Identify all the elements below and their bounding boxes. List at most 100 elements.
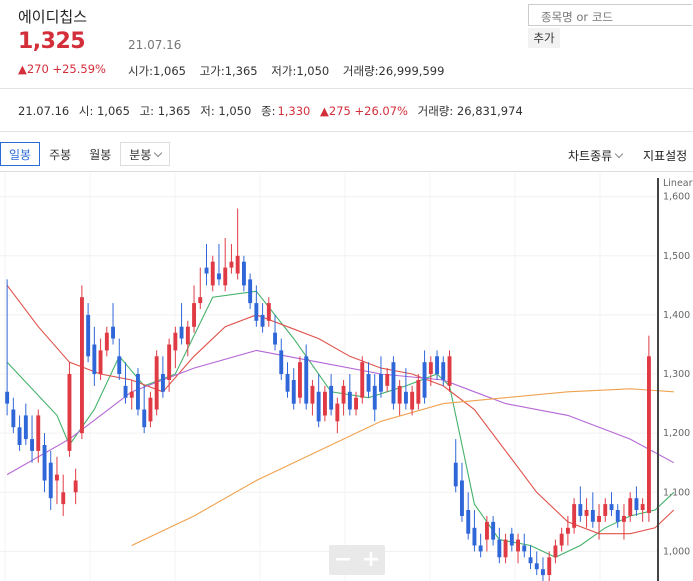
tab-minute[interactable]: 분봉 xyxy=(120,142,171,166)
candle xyxy=(522,533,527,558)
candle-body xyxy=(541,569,545,576)
candle-body xyxy=(235,255,240,274)
candle-body xyxy=(42,445,47,481)
candle xyxy=(73,468,78,505)
candle-body xyxy=(572,504,577,528)
candle xyxy=(572,498,577,534)
ohlc-open: 시: 1,065 xyxy=(78,104,130,118)
candle-body xyxy=(347,391,352,410)
ohlc-close-label: 종: xyxy=(260,104,276,118)
candle-body xyxy=(204,267,209,274)
candle xyxy=(622,504,626,540)
chart-grid xyxy=(0,173,657,581)
scale-label: Linear xyxy=(663,178,693,189)
candle-body xyxy=(117,356,122,374)
candle-body xyxy=(466,510,471,534)
high-label: 고가 xyxy=(199,64,221,78)
add-button[interactable]: 추가 xyxy=(528,28,560,48)
chevron-down-icon xyxy=(154,148,163,158)
tab-monthly[interactable]: 월봉 xyxy=(89,148,112,162)
tab-weekly[interactable]: 주봉 xyxy=(49,148,72,162)
price-axis: 1,600 1,500 1,400 1,300 1,200 1,100 1,000 Linea… xyxy=(663,178,693,557)
candle xyxy=(603,498,608,522)
candle-body xyxy=(478,545,483,552)
candle-body xyxy=(185,326,190,345)
low-value: 1,050 xyxy=(296,64,330,78)
candle-body xyxy=(23,415,28,440)
candle xyxy=(223,238,228,292)
tab-daily[interactable]: 일봉 xyxy=(0,142,41,166)
candle xyxy=(42,433,47,493)
y-tick-label: 1,600 xyxy=(663,192,690,203)
candle-body xyxy=(366,374,371,392)
candle xyxy=(48,450,53,511)
candle xyxy=(136,368,140,416)
candle xyxy=(142,385,147,434)
candle-body xyxy=(516,539,520,552)
candle-body xyxy=(167,344,172,380)
candle xyxy=(291,368,296,410)
candle xyxy=(528,545,533,570)
candle-body xyxy=(335,403,340,422)
candle-body xyxy=(248,279,253,304)
candle-body xyxy=(485,521,489,540)
candle xyxy=(266,297,271,327)
open-value: 1,065 xyxy=(153,64,186,78)
candle xyxy=(229,243,234,274)
candle-body xyxy=(198,297,203,304)
candle-body xyxy=(603,504,608,516)
candle xyxy=(235,208,240,280)
candle-body xyxy=(260,314,265,327)
candle xyxy=(129,379,134,410)
candle-body xyxy=(223,267,228,286)
candle-body xyxy=(509,533,514,546)
candle-body xyxy=(584,510,589,516)
axis-divider xyxy=(657,178,659,581)
candle-body xyxy=(597,516,601,522)
candle-body xyxy=(503,539,508,558)
ohlc-high: 고: 1,365 xyxy=(139,104,191,118)
candle-body xyxy=(634,498,639,510)
candle-body xyxy=(534,563,539,570)
ohlc-change: ▲275 +26.07% xyxy=(320,104,408,118)
candles xyxy=(5,208,651,581)
candle-body xyxy=(397,385,402,404)
candle xyxy=(597,504,601,540)
candle xyxy=(167,338,172,392)
candle-body xyxy=(161,374,165,392)
candle xyxy=(17,415,22,451)
zoom-in-button[interactable]: + xyxy=(361,547,381,572)
candle xyxy=(260,303,265,333)
candle-body xyxy=(609,504,614,510)
candle-body xyxy=(391,362,396,404)
candle-body xyxy=(428,362,433,374)
candle-body xyxy=(55,474,59,481)
candle-body xyxy=(553,545,558,558)
candle xyxy=(341,379,346,416)
zoom-out-button[interactable]: − xyxy=(333,547,353,572)
candle-body xyxy=(453,462,458,487)
candle-body xyxy=(17,427,22,445)
candle-body xyxy=(341,385,346,404)
candle-body xyxy=(310,385,315,404)
indicator-settings-button[interactable]: 지표설정 xyxy=(643,149,688,163)
search-input[interactable] xyxy=(528,4,692,26)
low-stat: 저가:1,050 xyxy=(271,64,330,78)
ohlc-low: 저: 1,050 xyxy=(200,104,252,118)
candle xyxy=(559,527,564,552)
candle xyxy=(61,474,66,516)
candle xyxy=(335,397,340,434)
candlestick-chart[interactable]: 1,600 1,500 1,400 1,300 1,200 1,100 1,000 Linea… xyxy=(0,173,693,581)
candle xyxy=(30,415,34,463)
candle xyxy=(447,350,452,392)
candle-body xyxy=(129,391,134,398)
candle-body xyxy=(460,480,464,516)
candle-body xyxy=(92,344,97,375)
candle-body xyxy=(472,527,477,546)
candle xyxy=(615,504,620,528)
candle xyxy=(55,456,59,505)
open-stat: 시가:1,065 xyxy=(128,64,186,78)
chart-type-dropdown[interactable]: 차트종류 xyxy=(568,147,624,164)
candle-body xyxy=(590,510,595,522)
candle-body xyxy=(372,385,377,410)
